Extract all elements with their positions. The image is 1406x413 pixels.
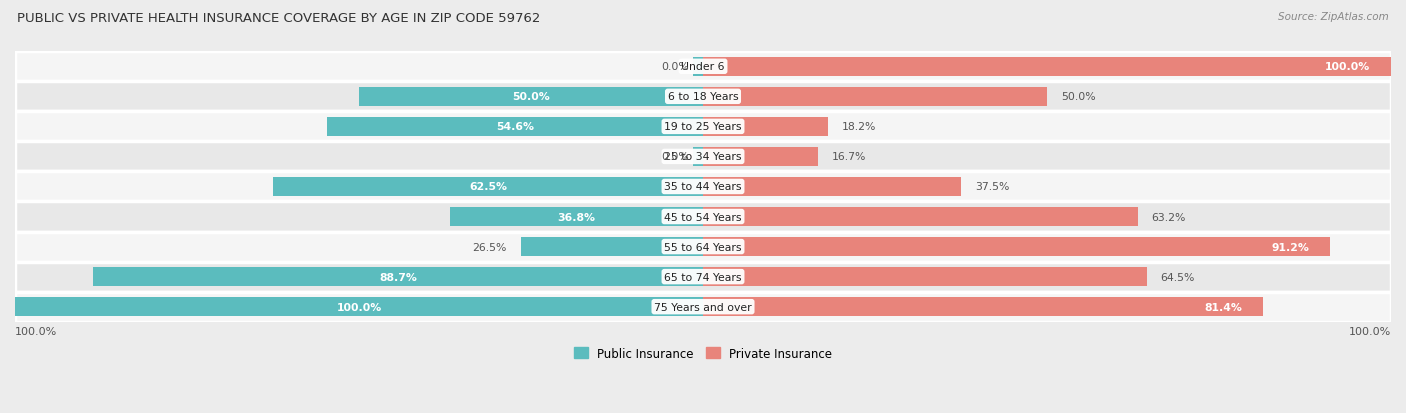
Text: 100.0%: 100.0%	[1348, 326, 1391, 336]
Bar	[703, 298, 1263, 316]
Bar	[15, 292, 1391, 322]
Text: 26.5%: 26.5%	[472, 242, 508, 252]
Bar	[450, 208, 703, 226]
Bar	[93, 268, 703, 286]
Bar	[15, 262, 1391, 292]
Text: 81.4%: 81.4%	[1205, 302, 1243, 312]
Bar	[703, 268, 1147, 286]
Text: 55 to 64 Years: 55 to 64 Years	[664, 242, 742, 252]
Text: 0.0%: 0.0%	[661, 152, 689, 162]
Bar	[15, 52, 1391, 82]
Bar	[15, 112, 1391, 142]
Bar	[703, 118, 828, 136]
Bar	[703, 237, 1330, 256]
Text: 62.5%: 62.5%	[470, 182, 508, 192]
Bar	[15, 142, 1391, 172]
Bar	[703, 208, 1137, 226]
Text: 35 to 44 Years: 35 to 44 Years	[664, 182, 742, 192]
Bar	[703, 88, 1047, 107]
Text: 100.0%: 100.0%	[336, 302, 381, 312]
Bar	[15, 82, 1391, 112]
Text: Source: ZipAtlas.com: Source: ZipAtlas.com	[1278, 12, 1389, 22]
Text: 75 Years and over: 75 Years and over	[654, 302, 752, 312]
Text: 64.5%: 64.5%	[1160, 272, 1195, 282]
Bar	[693, 58, 703, 76]
Bar	[703, 178, 960, 196]
Text: 16.7%: 16.7%	[832, 152, 866, 162]
Bar	[328, 118, 703, 136]
Text: 65 to 74 Years: 65 to 74 Years	[664, 272, 742, 282]
Text: 0.0%: 0.0%	[661, 62, 689, 72]
Bar	[520, 237, 703, 256]
Text: PUBLIC VS PRIVATE HEALTH INSURANCE COVERAGE BY AGE IN ZIP CODE 59762: PUBLIC VS PRIVATE HEALTH INSURANCE COVER…	[17, 12, 540, 25]
Text: 63.2%: 63.2%	[1152, 212, 1185, 222]
Text: 50.0%: 50.0%	[1060, 92, 1095, 102]
Text: 50.0%: 50.0%	[512, 92, 550, 102]
Text: 18.2%: 18.2%	[842, 122, 876, 132]
Text: 6 to 18 Years: 6 to 18 Years	[668, 92, 738, 102]
Text: 88.7%: 88.7%	[380, 272, 416, 282]
Text: 25 to 34 Years: 25 to 34 Years	[664, 152, 742, 162]
Bar	[693, 148, 703, 166]
Text: 36.8%: 36.8%	[557, 212, 595, 222]
Bar	[359, 88, 703, 107]
Legend: Public Insurance, Private Insurance: Public Insurance, Private Insurance	[569, 342, 837, 365]
Text: 54.6%: 54.6%	[496, 122, 534, 132]
Bar	[703, 58, 1391, 76]
Text: 100.0%: 100.0%	[15, 326, 58, 336]
Text: 37.5%: 37.5%	[974, 182, 1010, 192]
Bar	[15, 298, 703, 316]
Text: 91.2%: 91.2%	[1272, 242, 1310, 252]
Bar	[273, 178, 703, 196]
Bar	[15, 172, 1391, 202]
Text: Under 6: Under 6	[682, 62, 724, 72]
Text: 45 to 54 Years: 45 to 54 Years	[664, 212, 742, 222]
Text: 19 to 25 Years: 19 to 25 Years	[664, 122, 742, 132]
Text: 100.0%: 100.0%	[1324, 62, 1371, 72]
Bar	[703, 148, 818, 166]
Bar	[15, 232, 1391, 262]
Bar	[15, 202, 1391, 232]
